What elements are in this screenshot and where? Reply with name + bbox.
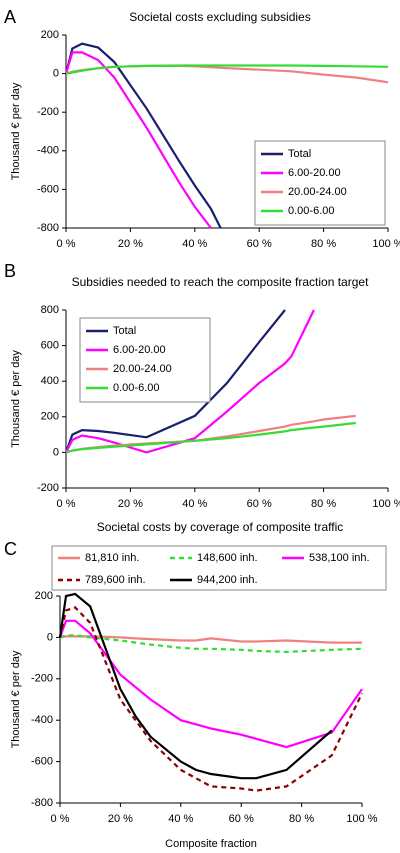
series-line [64,51,212,229]
x-tick-label: 100 % [346,813,377,825]
legend-label: 81,810 inh. [85,552,139,564]
x-axis-label: Composite fraction [165,838,257,850]
y-tick-label: -200 [37,482,59,494]
chart-title: Subsidies needed to reach the composite … [71,275,369,289]
panel-label: C [4,539,17,559]
y-tick-label: 0 [53,446,59,458]
x-tick-label: 60 % [229,813,254,825]
y-tick-label: -800 [31,797,53,809]
series-line [64,42,222,229]
y-tick-label: -400 [31,714,53,726]
x-tick-label: 20 % [118,238,143,250]
x-tick-label: 40 % [182,238,207,250]
x-tick-label: 40 % [168,813,193,825]
chart-title: Societal costs excluding subsidies [129,10,311,24]
series-line [65,421,356,454]
y-tick-label: 200 [41,29,59,41]
y-axis-label: Thousand € per day [10,650,22,748]
y-tick-label: 0 [53,68,59,80]
y-axis-label: Thousand € per day [10,350,22,448]
y-tick-label: 200 [35,590,53,602]
chart-title: Societal costs by coverage of composite … [96,520,344,534]
y-tick-label: 400 [41,375,59,387]
series-line [58,606,363,792]
legend-label: 20.00-24.00 [288,186,347,198]
legend-label: Total [288,148,311,160]
y-axis-label: Thousand € per day [10,82,22,180]
y-tick-label: -600 [37,183,59,195]
y-tick-label: 200 [41,411,59,423]
y-tick-label: -200 [31,673,53,685]
y-tick-label: 0 [47,631,53,643]
x-tick-label: 0 % [51,813,70,825]
legend-label: 789,600 inh. [85,574,146,586]
series-line [58,619,363,749]
y-tick-label: -200 [37,106,59,118]
x-tick-label: 80 % [311,498,336,510]
series-line [65,309,315,454]
x-tick-label: 20 % [108,813,133,825]
x-tick-label: 0 % [57,238,76,250]
x-tick-label: 80 % [289,813,314,825]
x-tick-label: 80 % [311,238,336,250]
legend-label: 6.00-20.00 [288,167,341,179]
series-line [59,634,363,654]
x-tick-label: 60 % [247,498,272,510]
legend-label: 20.00-24.00 [113,363,172,375]
legend-label: 944,200 inh. [197,574,258,586]
y-tick-label: -400 [37,145,59,157]
panel-label: A [4,7,16,27]
x-tick-label: 100 % [372,498,400,510]
y-tick-label: -600 [31,756,53,768]
legend-label: Total [113,325,136,337]
panel-label: B [4,261,16,281]
y-tick-label: 600 [41,340,59,352]
x-tick-label: 0 % [57,498,76,510]
legend-label: 148,600 inh. [197,552,258,564]
x-tick-label: 40 % [182,498,207,510]
legend-box [51,545,387,591]
x-tick-label: 60 % [247,238,272,250]
series-line [64,309,286,453]
series-line [65,64,389,75]
y-tick-label: 800 [41,304,59,316]
legend-label: 0.00-6.00 [113,382,159,394]
legend-label: 538,100 inh. [309,552,370,564]
x-tick-label: 20 % [118,498,143,510]
series-line [58,592,333,780]
x-tick-label: 100 % [372,238,400,250]
legend-label: 6.00-20.00 [113,344,166,356]
y-tick-label: -800 [37,222,59,234]
series-line [65,64,389,84]
legend-label: 0.00-6.00 [288,205,334,217]
